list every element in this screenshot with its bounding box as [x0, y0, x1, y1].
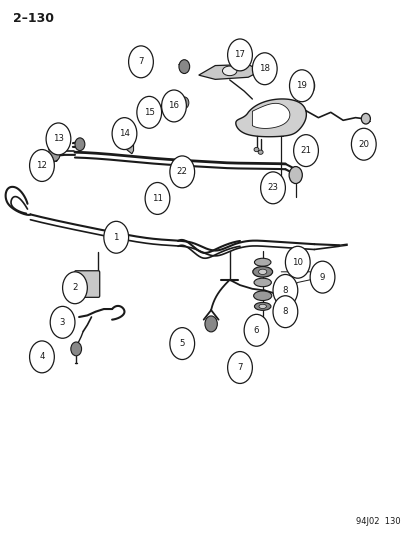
Polygon shape	[235, 99, 306, 137]
Circle shape	[252, 53, 276, 85]
Circle shape	[288, 166, 301, 183]
Circle shape	[29, 150, 54, 181]
Circle shape	[161, 90, 186, 122]
Circle shape	[244, 314, 268, 346]
Text: 14: 14	[119, 129, 130, 138]
FancyBboxPatch shape	[74, 271, 100, 297]
Polygon shape	[252, 103, 289, 128]
Text: 13: 13	[53, 134, 64, 143]
Circle shape	[272, 274, 297, 306]
Ellipse shape	[361, 114, 370, 124]
Text: 17: 17	[234, 51, 245, 59]
Circle shape	[301, 77, 314, 94]
Text: 4: 4	[39, 352, 45, 361]
Circle shape	[75, 138, 85, 151]
Circle shape	[145, 182, 169, 214]
Text: 10: 10	[292, 258, 303, 266]
Text: 12: 12	[36, 161, 47, 170]
Ellipse shape	[258, 269, 266, 274]
Circle shape	[29, 341, 54, 373]
Circle shape	[179, 97, 188, 109]
Polygon shape	[198, 64, 260, 79]
Circle shape	[48, 147, 60, 161]
Text: 1: 1	[113, 233, 119, 242]
Text: 20: 20	[357, 140, 368, 149]
Text: 5: 5	[179, 339, 185, 348]
Text: 21: 21	[300, 146, 311, 155]
Text: 7: 7	[138, 58, 143, 66]
Circle shape	[169, 156, 194, 188]
Text: 22: 22	[176, 167, 187, 176]
Text: 19: 19	[296, 81, 306, 90]
Text: 23: 23	[267, 183, 278, 192]
Ellipse shape	[254, 302, 270, 310]
Polygon shape	[126, 134, 133, 154]
Circle shape	[169, 328, 194, 360]
Circle shape	[71, 342, 81, 356]
Text: 3: 3	[60, 318, 65, 327]
Circle shape	[289, 70, 313, 102]
Text: 11: 11	[152, 194, 163, 203]
Circle shape	[285, 246, 309, 278]
Text: 94J02  130: 94J02 130	[356, 517, 400, 526]
Ellipse shape	[254, 259, 270, 266]
Circle shape	[309, 261, 334, 293]
Text: 6: 6	[253, 326, 259, 335]
Circle shape	[50, 306, 75, 338]
Circle shape	[293, 135, 318, 166]
Ellipse shape	[258, 150, 263, 155]
Circle shape	[272, 296, 297, 328]
Text: 9: 9	[319, 273, 325, 281]
Circle shape	[260, 172, 285, 204]
Circle shape	[351, 128, 375, 160]
Text: 16: 16	[168, 101, 179, 110]
Circle shape	[178, 60, 189, 74]
Ellipse shape	[252, 266, 272, 277]
Ellipse shape	[222, 66, 236, 76]
Ellipse shape	[253, 291, 271, 301]
Text: 18: 18	[259, 64, 270, 73]
Circle shape	[204, 316, 217, 332]
Text: 8: 8	[282, 307, 287, 316]
Circle shape	[137, 96, 161, 128]
Circle shape	[227, 352, 252, 383]
Ellipse shape	[254, 148, 259, 152]
Circle shape	[112, 118, 137, 150]
Circle shape	[104, 221, 128, 253]
Ellipse shape	[254, 278, 271, 287]
Text: 15: 15	[143, 108, 154, 117]
Text: 7: 7	[237, 363, 242, 372]
Circle shape	[128, 46, 153, 78]
Text: 2–130: 2–130	[13, 12, 54, 26]
Circle shape	[62, 272, 87, 304]
Circle shape	[46, 123, 71, 155]
Ellipse shape	[259, 304, 266, 309]
Circle shape	[227, 39, 252, 71]
Circle shape	[253, 63, 263, 77]
Text: 2: 2	[72, 283, 78, 292]
Text: 8: 8	[282, 286, 287, 295]
